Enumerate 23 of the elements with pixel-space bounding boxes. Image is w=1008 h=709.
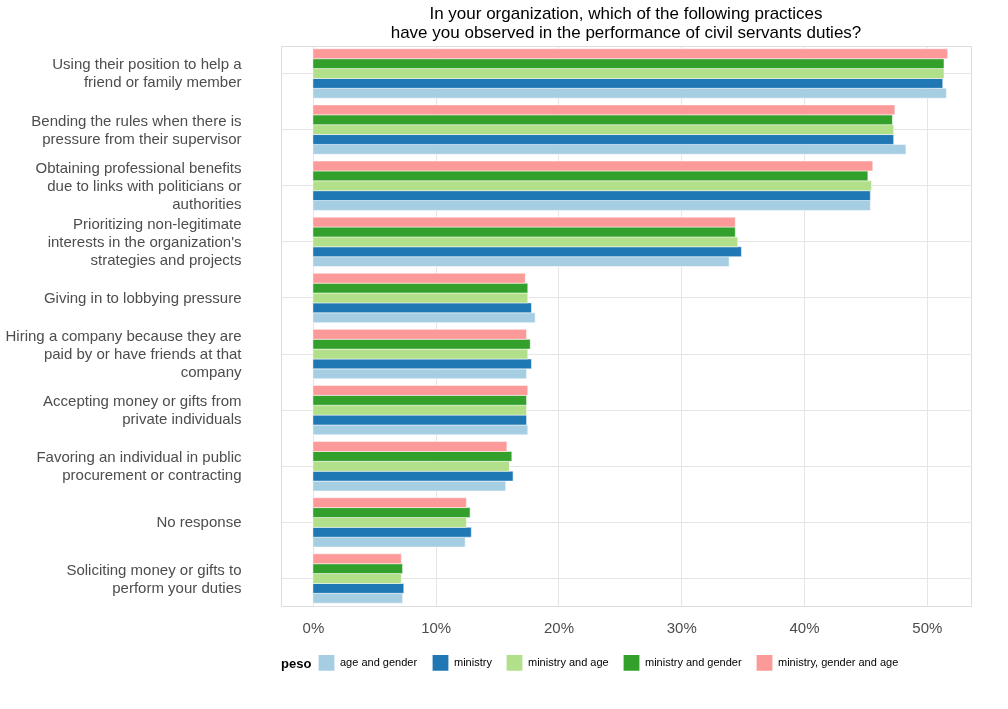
y-tick-label: Favoring an individual in public procurement or contracting xyxy=(36,448,242,484)
y-tick-label: Giving in to lobbying pressure xyxy=(43,288,242,306)
x-tick-label: 30% xyxy=(666,618,697,636)
legend-label: ministry, gender and age xyxy=(778,655,899,668)
y-tick-label: Obtaining professional benefits due to links with politicians or authorities xyxy=(35,158,242,212)
y-tick-label: Hiring a company because they are paid by or have friends at that company xyxy=(5,327,243,381)
legend-label: age and gender xyxy=(340,655,418,668)
legend-title: peso xyxy=(281,656,312,671)
y-tick-label: Prioritizing non-legitimate interests in the organization's strategies and projects xyxy=(47,214,242,268)
y-tick-label: Soliciting money or gifts to perform your duties xyxy=(66,560,242,596)
x-tick-label: 10% xyxy=(421,618,452,636)
legend-label: ministry xyxy=(454,655,493,668)
x-tick-label: 20% xyxy=(543,618,574,636)
x-tick-label: 50% xyxy=(912,618,943,636)
y-tick-label: Using their position to help a friend or family member xyxy=(52,55,243,91)
chart-title: In your organization, which of the following practices have you observed in the performance of civil servants duties? xyxy=(390,4,862,42)
legend-label: ministry and age xyxy=(528,655,609,668)
y-tick-label: No response xyxy=(156,513,242,531)
y-tick-label: Bending the rules when there is pressure from their supervisor xyxy=(31,111,242,147)
x-tick-label: 40% xyxy=(789,618,820,636)
x-tick-label: 0% xyxy=(302,618,325,636)
y-tick-label: Accepting money or gifts from private individuals xyxy=(43,392,242,428)
legend-label: ministry and gender xyxy=(645,655,742,668)
